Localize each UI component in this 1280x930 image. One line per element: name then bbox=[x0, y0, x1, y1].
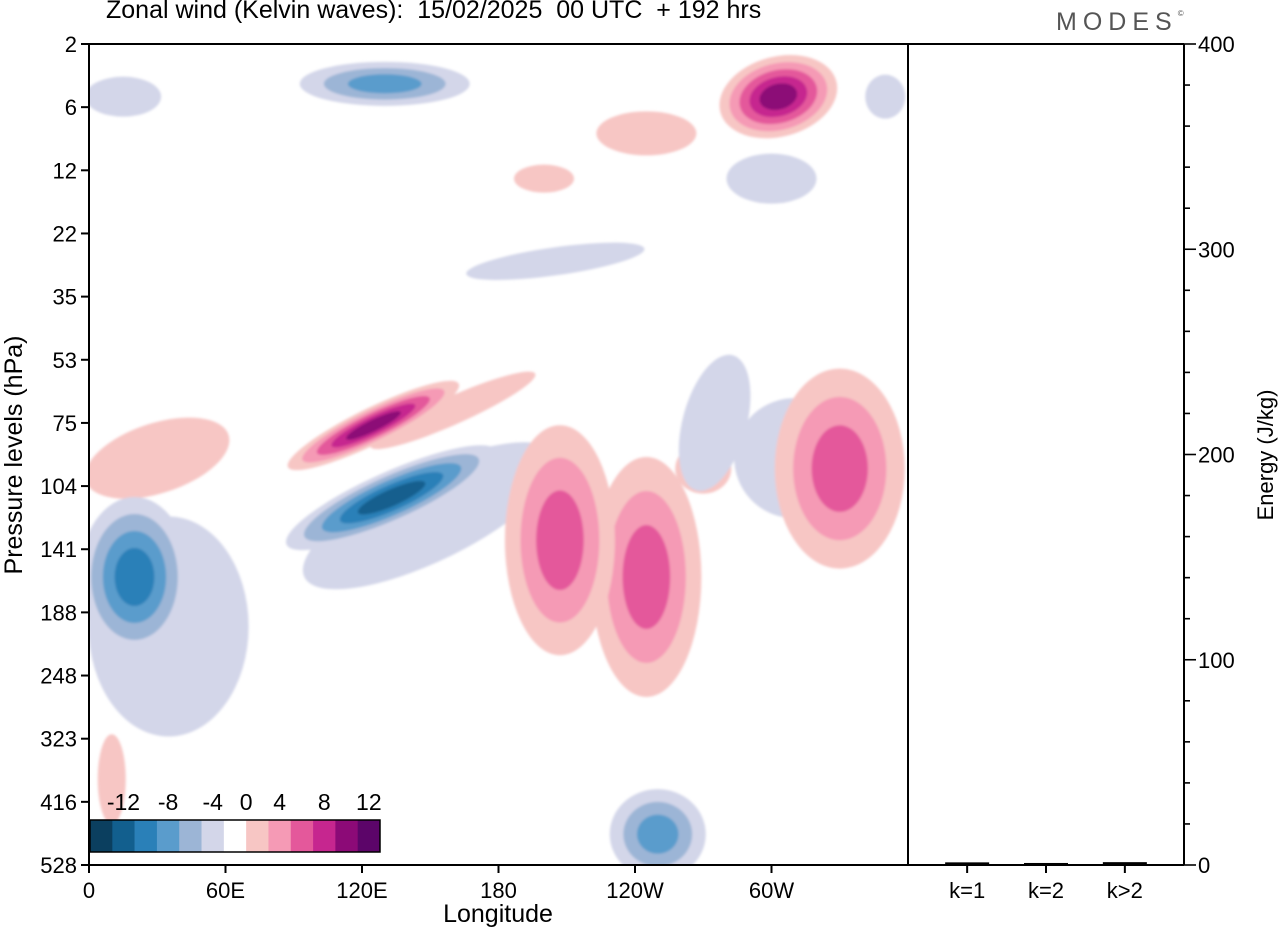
x-tick-label: 0 bbox=[83, 878, 95, 903]
energy-category-label: k=1 bbox=[949, 878, 985, 903]
colorbar-swatch bbox=[313, 820, 336, 852]
x-axis-title: Longitude bbox=[443, 900, 553, 928]
colorbar-swatch bbox=[90, 820, 113, 852]
contour-feature bbox=[285, 445, 498, 551]
contour-band bbox=[466, 242, 645, 281]
contour-band bbox=[596, 111, 697, 156]
x-tick-label: 120E bbox=[336, 878, 387, 903]
energy-category-label: k=2 bbox=[1028, 878, 1064, 903]
contour-band bbox=[302, 442, 558, 590]
energy-category-label: k>2 bbox=[1107, 878, 1143, 903]
colorbar-swatch bbox=[290, 820, 314, 852]
colorbar: -12 -8 -4 0 4 8 12 bbox=[89, 789, 382, 853]
energy-tick-label: 400 bbox=[1198, 32, 1235, 57]
energy-bar bbox=[1024, 862, 1068, 865]
y-tick-label: 323 bbox=[40, 727, 77, 752]
contour-feature bbox=[719, 55, 838, 139]
contour-band bbox=[357, 480, 426, 515]
colorbar-swatch bbox=[223, 820, 247, 852]
chart-title: Zonal wind (Kelvin waves): 15/02/2025 00… bbox=[106, 0, 762, 24]
y-tick-label: 12 bbox=[53, 158, 77, 183]
contour-band bbox=[89, 417, 230, 499]
y-tick-label: 248 bbox=[40, 664, 77, 689]
contour-band bbox=[89, 76, 162, 117]
energy-panel-frame bbox=[908, 43, 1185, 866]
x-tick-label: 60E bbox=[206, 878, 245, 903]
contour-feature bbox=[774, 368, 905, 569]
contour-band bbox=[370, 371, 536, 450]
y-tick-label: 6 bbox=[65, 95, 77, 120]
colorbar-swatch bbox=[268, 820, 292, 852]
colorbar-label: -12 bbox=[107, 789, 140, 815]
colorbar-swatch bbox=[179, 820, 202, 852]
energy-axes: 0 100 200 300 400 bbox=[1184, 32, 1235, 878]
energy-bar bbox=[1102, 862, 1147, 865]
y-tick-label: 416 bbox=[40, 790, 77, 815]
y-tick-label: 35 bbox=[53, 285, 77, 310]
contour-feature bbox=[609, 789, 706, 865]
contour-band bbox=[97, 734, 126, 825]
energy-bars: k=1 k=2 k>2 bbox=[945, 862, 1147, 903]
contour-feature bbox=[591, 456, 702, 697]
colorbar-swatch bbox=[156, 820, 180, 852]
y-tick-label: 104 bbox=[40, 474, 77, 499]
y-tick-label: 141 bbox=[40, 537, 77, 562]
y-axis-title: Pressure levels (hPa) bbox=[0, 336, 28, 575]
contour-band bbox=[865, 74, 906, 119]
x-tick-label: 120W bbox=[606, 878, 664, 903]
contour-band bbox=[114, 547, 155, 606]
energy-tick-label: 300 bbox=[1198, 237, 1235, 262]
y-tick-label: 188 bbox=[40, 600, 77, 625]
contour-band bbox=[514, 164, 574, 193]
colorbar-swatch bbox=[112, 820, 135, 852]
colorbar-label: 12 bbox=[356, 789, 382, 815]
energy-axis-title: Energy (J/kg) bbox=[1253, 390, 1278, 521]
colorbar-label: 4 bbox=[273, 789, 286, 815]
colorbar-swatch bbox=[201, 820, 225, 852]
energy-tick-label: 0 bbox=[1198, 853, 1210, 878]
contour-feature bbox=[89, 497, 190, 657]
contour-band bbox=[678, 354, 751, 492]
contour-feature bbox=[299, 61, 470, 106]
contour-band bbox=[622, 524, 671, 629]
colorbar-swatch bbox=[246, 820, 269, 852]
colorbar-swatch bbox=[357, 820, 381, 852]
colorbar-label: 8 bbox=[318, 789, 331, 815]
energy-tick-label: 200 bbox=[1198, 443, 1235, 468]
y-tick-label: 528 bbox=[40, 853, 77, 878]
contour-band bbox=[759, 83, 798, 110]
heatmap-axes: 0 60E 120E 180 120W 60W 2 6 12 22 35 53 75 104 141 188 2… bbox=[40, 32, 794, 903]
colorbar-swatch bbox=[134, 820, 158, 852]
contour-band bbox=[726, 153, 817, 204]
x-tick-label: 180 bbox=[480, 878, 517, 903]
y-tick-label: 53 bbox=[53, 348, 77, 373]
contour-band bbox=[345, 411, 401, 440]
contour-band bbox=[636, 814, 679, 854]
colorbar-label: -4 bbox=[202, 789, 223, 815]
kelvin-wave-heatmap bbox=[89, 55, 906, 865]
contour-feature bbox=[504, 425, 615, 656]
contour-band bbox=[347, 74, 422, 94]
y-tick-label: 22 bbox=[53, 221, 77, 246]
colorbar-label: 0 bbox=[240, 789, 253, 815]
energy-tick-label: 100 bbox=[1198, 648, 1235, 673]
colorbar-swatch bbox=[335, 820, 358, 852]
colorbar-label: -8 bbox=[158, 789, 178, 815]
y-tick-label: 2 bbox=[65, 32, 77, 57]
contour-band bbox=[536, 490, 584, 591]
y-tick-label: 75 bbox=[53, 411, 77, 436]
contour-band bbox=[811, 425, 868, 512]
contour-feature bbox=[287, 380, 460, 471]
modes-logo: MODES© bbox=[1056, 8, 1184, 36]
x-tick-label: 60W bbox=[749, 878, 794, 903]
energy-bar bbox=[945, 862, 990, 865]
